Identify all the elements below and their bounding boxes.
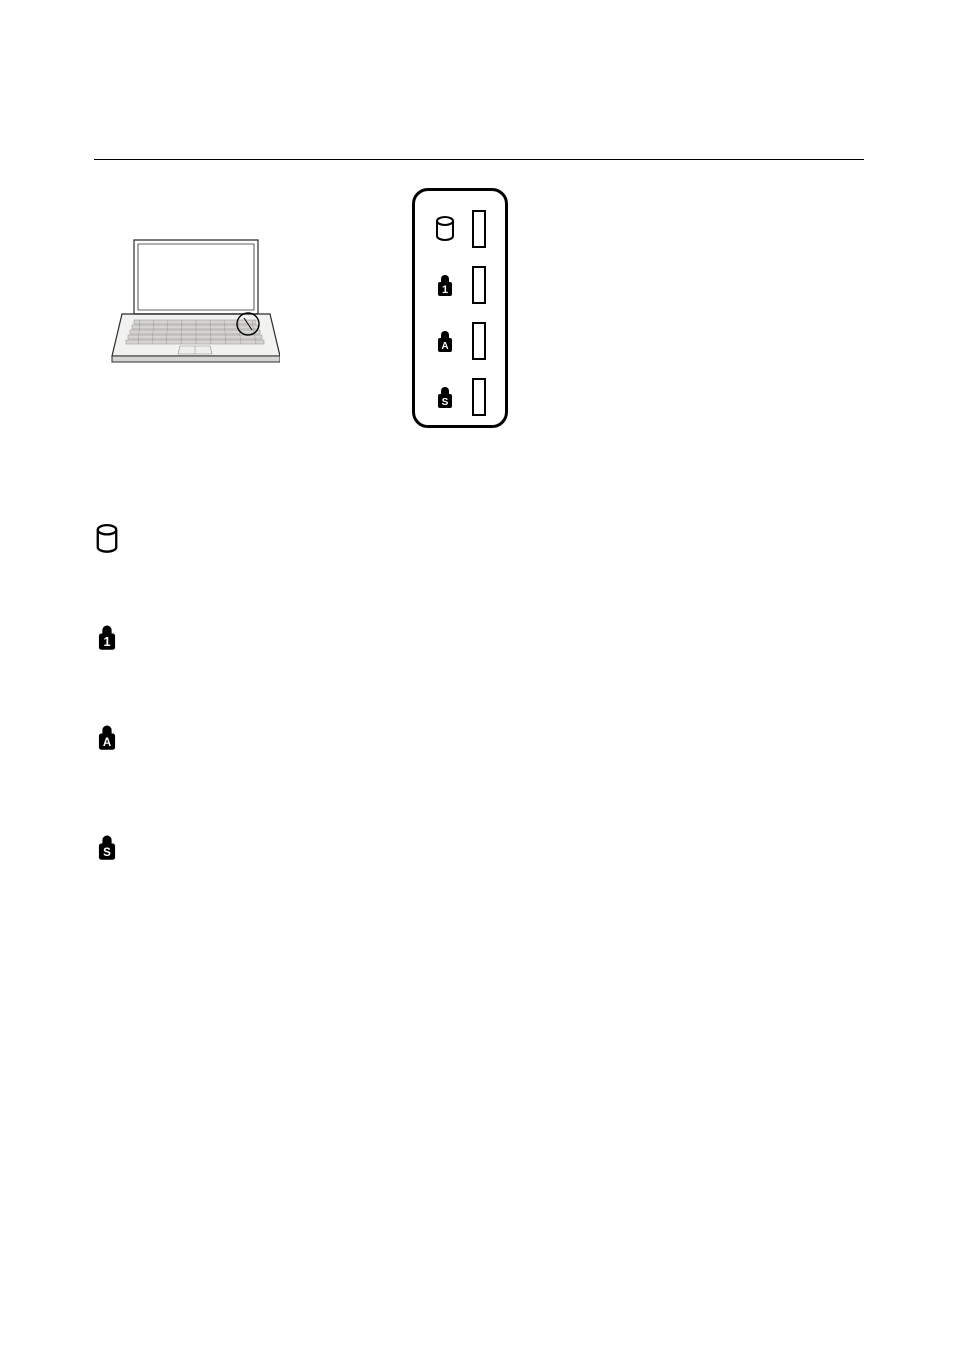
panel-row-hdd xyxy=(415,201,505,257)
panel-row-capslock: A xyxy=(415,313,505,369)
caps-lock-icon: A xyxy=(92,722,122,752)
led-slit xyxy=(472,210,486,248)
laptop-thumbnail xyxy=(110,226,280,366)
svg-text:1: 1 xyxy=(103,635,110,649)
num-lock-icon: 1 xyxy=(434,272,456,298)
led-indicator-panel: 1 A S xyxy=(412,188,508,428)
scroll-lock-icon: S xyxy=(434,384,456,410)
hdd-icon xyxy=(92,524,122,554)
svg-text:S: S xyxy=(103,847,111,859)
section-divider xyxy=(94,159,864,160)
svg-text:A: A xyxy=(103,737,112,749)
document-page: 1 A S xyxy=(0,0,954,1351)
svg-text:A: A xyxy=(441,341,448,352)
panel-row-numlock: 1 xyxy=(415,257,505,313)
led-slit xyxy=(472,322,486,360)
scroll-lock-icon: S xyxy=(92,832,122,862)
caps-lock-icon: A xyxy=(434,328,456,354)
panel-row-scrolllock: S xyxy=(415,369,505,425)
led-slit xyxy=(472,266,486,304)
led-slit xyxy=(472,378,486,416)
svg-text:S: S xyxy=(442,397,449,408)
num-lock-icon: 1 xyxy=(92,622,122,652)
svg-text:1: 1 xyxy=(442,284,448,296)
hdd-icon xyxy=(434,216,456,242)
